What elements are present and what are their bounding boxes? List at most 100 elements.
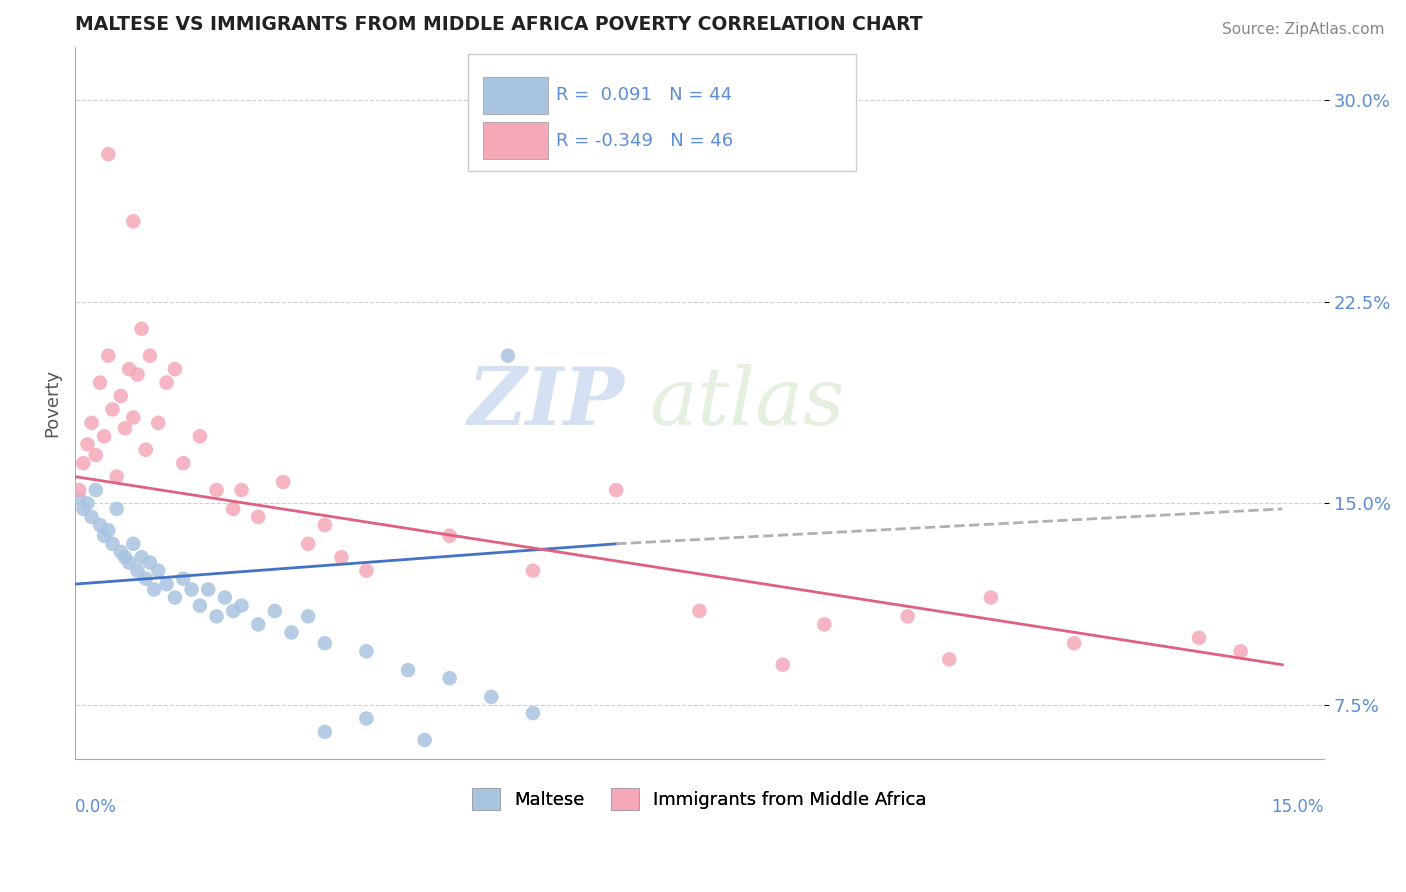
Point — [479, 690, 502, 704]
FancyBboxPatch shape — [468, 54, 856, 171]
Text: MALTESE VS IMMIGRANTS FROM MIDDLE AFRICA POVERTY CORRELATION CHART: MALTESE VS IMMIGRANTS FROM MIDDLE AFRICA… — [75, 15, 922, 34]
Point — [813, 617, 835, 632]
Point — [89, 376, 111, 390]
Point — [143, 582, 166, 597]
Point — [114, 550, 136, 565]
Point — [330, 550, 353, 565]
FancyBboxPatch shape — [484, 122, 548, 159]
Point — [80, 510, 103, 524]
Point — [89, 518, 111, 533]
Point — [222, 604, 245, 618]
Point — [356, 644, 378, 658]
Point — [231, 483, 253, 497]
Point — [101, 402, 124, 417]
Point — [605, 483, 627, 497]
Point — [172, 456, 194, 470]
Point — [135, 442, 157, 457]
Point — [314, 518, 336, 533]
Point — [127, 368, 149, 382]
Point — [231, 599, 253, 613]
Point — [356, 711, 378, 725]
Point — [72, 501, 94, 516]
Point — [131, 322, 153, 336]
Point — [135, 572, 157, 586]
Point — [496, 349, 519, 363]
Point — [1063, 636, 1085, 650]
Point — [110, 545, 132, 559]
Point — [897, 609, 920, 624]
Text: R =  0.091   N = 44: R = 0.091 N = 44 — [555, 87, 733, 104]
Point — [72, 456, 94, 470]
Point — [180, 582, 202, 597]
Point — [76, 496, 98, 510]
Legend: Maltese, Immigrants from Middle Africa: Maltese, Immigrants from Middle Africa — [465, 780, 934, 817]
Point — [114, 421, 136, 435]
Text: Source: ZipAtlas.com: Source: ZipAtlas.com — [1222, 22, 1385, 37]
Point — [93, 529, 115, 543]
Point — [271, 475, 294, 489]
Point — [122, 214, 145, 228]
Point — [1229, 644, 1251, 658]
Point — [93, 429, 115, 443]
Point — [356, 564, 378, 578]
Point — [188, 599, 211, 613]
Point — [247, 510, 270, 524]
FancyBboxPatch shape — [484, 78, 548, 114]
Point — [105, 501, 128, 516]
Point — [413, 733, 436, 747]
Point — [938, 652, 960, 666]
Point — [101, 537, 124, 551]
Point — [155, 577, 177, 591]
Point — [84, 483, 107, 497]
Point — [127, 564, 149, 578]
Point — [522, 706, 544, 720]
Point — [314, 725, 336, 739]
Point — [439, 671, 461, 685]
Point — [148, 416, 170, 430]
Point — [139, 556, 162, 570]
Point — [980, 591, 1002, 605]
Point — [80, 416, 103, 430]
Point — [396, 663, 419, 677]
Text: ZIP: ZIP — [468, 364, 624, 442]
Point — [214, 591, 236, 605]
Text: R = -0.349   N = 46: R = -0.349 N = 46 — [555, 132, 733, 150]
Point — [188, 429, 211, 443]
Point — [163, 362, 186, 376]
Text: atlas: atlas — [650, 364, 845, 442]
Point — [105, 469, 128, 483]
Point — [122, 410, 145, 425]
Point — [118, 362, 141, 376]
Point — [148, 564, 170, 578]
Point — [84, 448, 107, 462]
Text: 0.0%: 0.0% — [75, 798, 117, 816]
Point — [122, 537, 145, 551]
Point — [522, 564, 544, 578]
Point — [772, 657, 794, 672]
Point — [110, 389, 132, 403]
Text: 15.0%: 15.0% — [1271, 798, 1324, 816]
Point — [67, 491, 90, 505]
Point — [97, 524, 120, 538]
Point — [205, 483, 228, 497]
Point — [439, 529, 461, 543]
Point — [263, 604, 285, 618]
Point — [67, 483, 90, 497]
Point — [155, 376, 177, 390]
Point — [163, 591, 186, 605]
Point — [131, 550, 153, 565]
Point — [172, 572, 194, 586]
Point — [297, 537, 319, 551]
Point — [97, 147, 120, 161]
Point — [205, 609, 228, 624]
Point — [314, 636, 336, 650]
Y-axis label: Poverty: Poverty — [44, 368, 60, 437]
Point — [139, 349, 162, 363]
Point — [247, 617, 270, 632]
Point — [118, 556, 141, 570]
Point — [197, 582, 219, 597]
Point — [280, 625, 302, 640]
Point — [222, 501, 245, 516]
Point — [297, 609, 319, 624]
Point — [1188, 631, 1211, 645]
